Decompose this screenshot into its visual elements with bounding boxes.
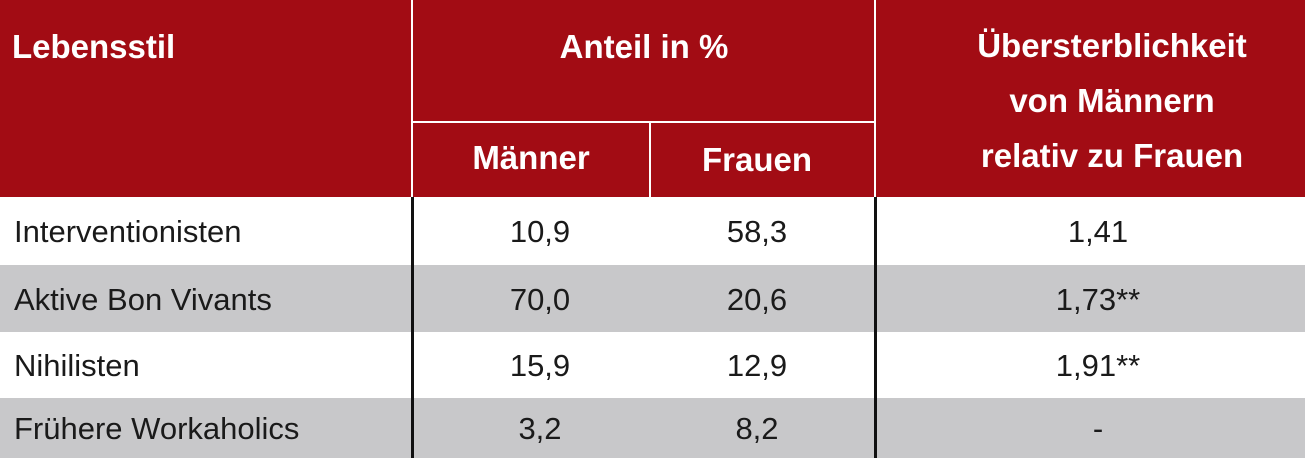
table-cell: -	[1092, 411, 1104, 446]
row-background	[0, 197, 1305, 265]
row-background	[0, 265, 1305, 332]
header-cell: Frauen	[701, 141, 813, 178]
table-cell: 1,41	[1067, 214, 1129, 249]
table-cell: Frühere Workaholics	[14, 411, 300, 446]
header-divider	[411, 0, 413, 197]
table-cell: Interventionisten	[14, 214, 242, 249]
table-cell: 15,9	[509, 348, 571, 383]
table-cell: 12,9	[726, 348, 788, 383]
header-cell: relativ zu Frauen	[980, 137, 1244, 174]
table-cell: 1,91**	[1055, 348, 1141, 383]
row-background	[0, 398, 1305, 458]
header-cell: Anteil in %	[559, 28, 729, 65]
row-background	[0, 332, 1305, 398]
table-cell: 3,2	[518, 411, 562, 446]
table-cell: 70,0	[509, 281, 571, 317]
table-cell: 58,3	[726, 214, 788, 249]
table-cell: 10,9	[509, 214, 571, 249]
header-cell: Lebensstil	[12, 28, 176, 65]
header-divider	[649, 122, 651, 197]
table-cell: Aktive Bon Vivants	[14, 281, 272, 317]
header-divider	[874, 0, 876, 197]
header-background	[0, 0, 1305, 197]
column-divider	[411, 197, 414, 458]
table-cell: Nihilisten	[14, 348, 140, 383]
header-divider	[412, 121, 875, 123]
header-cell: von Männern	[1009, 82, 1215, 119]
header-cell: Männer	[472, 139, 590, 176]
header-cell: Übersterblichkeit	[977, 27, 1247, 64]
table-cell: 8,2	[735, 411, 779, 446]
table-cell: 20,6	[726, 281, 788, 317]
table-cell: 1,73**	[1055, 281, 1141, 317]
column-divider	[874, 197, 877, 458]
